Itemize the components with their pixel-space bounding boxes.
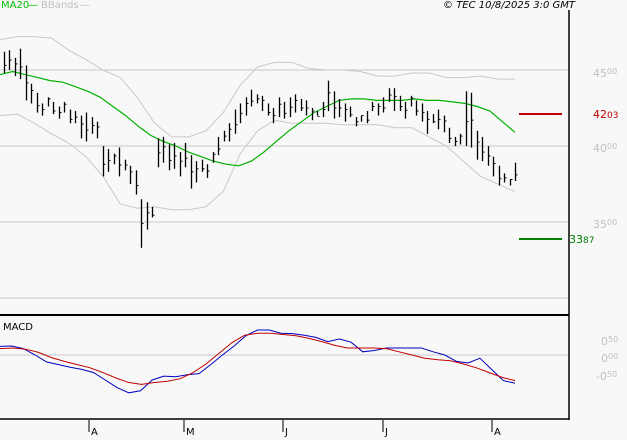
y-tick-45: 4500 — [593, 67, 618, 80]
x-label-jul: J — [385, 427, 388, 438]
x-label-jun: J — [285, 427, 288, 438]
macd-tick-neg: -050 — [596, 370, 618, 383]
copyright-timestamp: © TEC 10/8/2025 3:0 GMT — [443, 0, 575, 11]
legend-bbands: BBands — [41, 0, 79, 11]
legend-bbands-swatch: — — [80, 0, 90, 11]
macd-title: MACD — [3, 322, 33, 333]
y-tick-40: 4000 — [593, 142, 618, 155]
macd-tick-pos: 050 — [601, 335, 619, 348]
support-label: 3387 — [569, 233, 595, 246]
x-label-apr: A — [91, 427, 98, 438]
legend-ma20-swatch: — — [28, 0, 38, 11]
resistance-label: 4203 — [593, 108, 619, 121]
macd-tick-zero: 000 — [601, 352, 619, 365]
x-label-may: M — [186, 427, 195, 438]
legend-ma20: MA20 — [1, 0, 30, 11]
y-tick-35: 3500 — [593, 218, 618, 231]
x-label-aug: A — [494, 427, 501, 438]
